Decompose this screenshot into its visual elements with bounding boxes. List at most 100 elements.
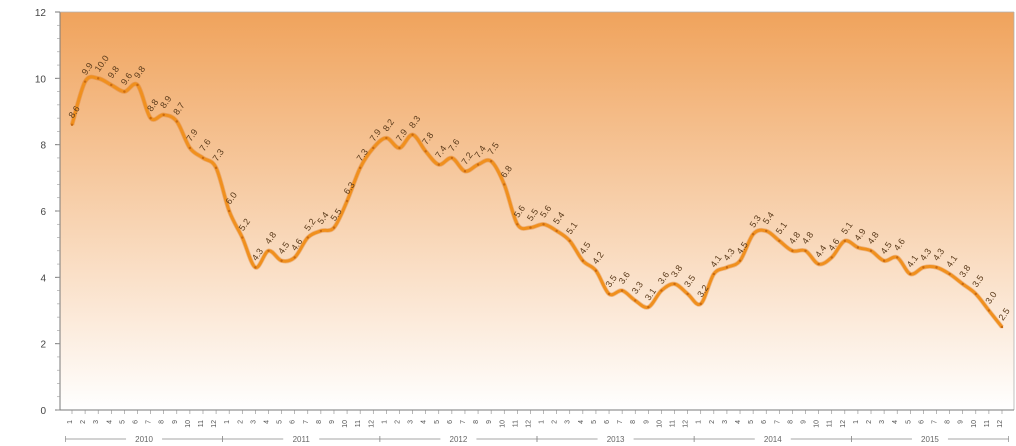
data-point — [385, 136, 388, 140]
month-label: 1 — [853, 420, 860, 424]
data-point — [581, 259, 585, 262]
y-tick-label: 0 — [40, 406, 46, 417]
data-point — [974, 292, 978, 296]
month-label: 1 — [224, 420, 231, 424]
data-point — [83, 80, 87, 83]
data-point — [332, 226, 336, 229]
month-label: 11 — [355, 420, 362, 427]
data-point — [437, 163, 440, 166]
data-point — [542, 223, 545, 226]
month-label: 6 — [447, 420, 454, 424]
data-point — [909, 272, 912, 276]
month-label: 8 — [159, 420, 166, 424]
data-point — [869, 249, 873, 252]
data-point — [1000, 325, 1004, 329]
data-point — [227, 209, 231, 213]
month-label: 1 — [67, 420, 74, 424]
data-point — [149, 116, 152, 120]
month-label: 6 — [132, 420, 139, 424]
data-point — [136, 83, 139, 87]
data-point — [791, 249, 794, 252]
data-point — [345, 199, 349, 203]
data-point — [686, 292, 689, 296]
month-label: 11 — [984, 420, 991, 427]
year-label: 2010 — [135, 435, 153, 444]
month-label: 12 — [525, 420, 532, 428]
month-label: 8 — [945, 420, 952, 424]
y-tick-label: 6 — [40, 207, 46, 218]
data-point — [607, 292, 611, 296]
month-label: 10 — [656, 420, 663, 428]
month-label: 11 — [670, 420, 677, 427]
data-point — [882, 259, 886, 262]
data-point — [450, 156, 454, 160]
data-point — [293, 256, 296, 259]
y-tick-label: 4 — [40, 273, 46, 284]
data-point — [647, 305, 650, 309]
month-label: 9 — [329, 420, 336, 424]
data-point — [411, 133, 414, 136]
data-point — [660, 289, 663, 292]
data-point — [568, 239, 571, 243]
month-label: 10 — [342, 420, 349, 428]
month-label: 7 — [932, 420, 939, 424]
year-label: 2013 — [607, 435, 625, 444]
data-point — [987, 309, 991, 312]
month-label: 3 — [250, 420, 257, 424]
month-label: 11 — [827, 420, 834, 427]
month-label: 5 — [905, 420, 912, 424]
data-point — [516, 223, 519, 226]
data-point — [948, 272, 951, 276]
month-label: 7 — [303, 420, 310, 424]
month-label: 9 — [801, 420, 808, 424]
month-label: 7 — [460, 420, 467, 424]
data-point — [699, 302, 702, 306]
month-label: 8 — [787, 420, 794, 424]
month-label: 6 — [918, 420, 925, 424]
data-point — [110, 83, 113, 87]
year-label-bg — [754, 434, 791, 444]
year-label-bg — [597, 434, 634, 444]
data-point — [751, 233, 755, 236]
month-label: 6 — [761, 420, 768, 424]
data-point — [372, 146, 375, 150]
data-point — [765, 229, 768, 233]
data-label-group: 8.69.910.09.89.69.88.88.98.77.97.67.36.0… — [66, 53, 1011, 322]
data-point — [896, 256, 899, 259]
data-point — [856, 246, 860, 249]
month-label: 2 — [394, 420, 401, 424]
plot-background — [60, 12, 1014, 410]
month-label: 10 — [499, 420, 506, 428]
data-point — [96, 77, 100, 80]
data-point — [673, 282, 676, 286]
y-tick-label: 2 — [40, 340, 46, 351]
month-label: 10 — [185, 420, 192, 428]
month-label: 8 — [630, 420, 637, 424]
year-label-bg — [911, 434, 948, 444]
data-point — [489, 160, 493, 163]
y-tick-label: 10 — [35, 74, 47, 85]
data-point — [594, 269, 598, 272]
data-point — [817, 262, 820, 266]
month-label: 2 — [552, 420, 559, 424]
data-point — [306, 236, 309, 239]
month-label: 9 — [643, 420, 650, 424]
month-label: 1 — [539, 420, 546, 424]
month-label: 2 — [80, 420, 87, 424]
month-label: 7 — [146, 420, 153, 424]
data-point — [280, 259, 283, 262]
data-point — [241, 236, 244, 239]
data-point — [175, 120, 178, 123]
month-label: 9 — [486, 420, 493, 424]
month-label: 3 — [722, 420, 729, 424]
data-point — [634, 299, 637, 302]
data-point — [503, 183, 506, 186]
month-label: 3 — [879, 420, 886, 424]
data-point — [254, 266, 257, 269]
data-point — [922, 266, 925, 269]
data-point — [162, 113, 165, 117]
month-label: 4 — [421, 420, 428, 424]
data-point — [712, 272, 716, 276]
